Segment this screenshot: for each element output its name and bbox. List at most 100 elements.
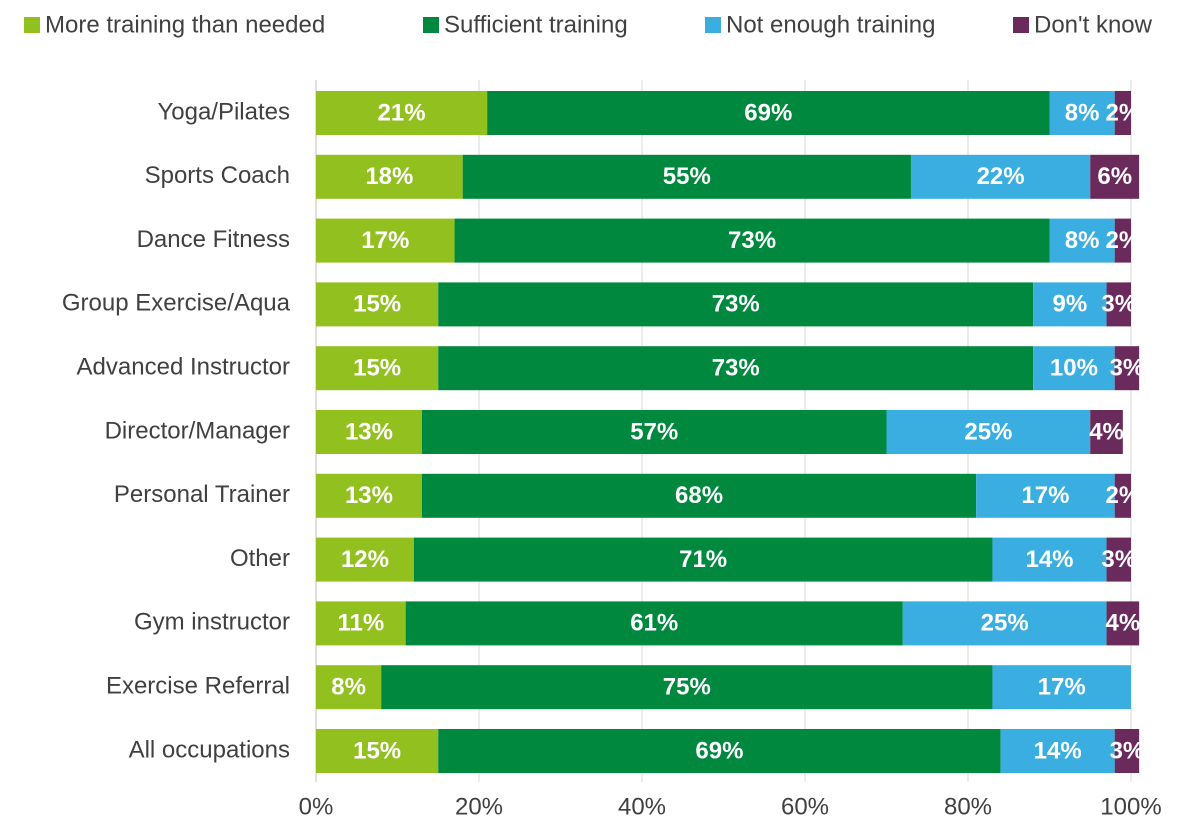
value-label: 3% <box>1101 291 1136 318</box>
y-tick-label: Sports Coach <box>145 162 290 189</box>
x-tick-label: 0% <box>299 793 334 820</box>
value-label: 4% <box>1106 610 1141 637</box>
value-label: 14% <box>1025 546 1073 573</box>
bar-segment <box>438 346 1034 391</box>
legend-label: Don't know <box>1034 11 1153 38</box>
y-tick-label: Group Exercise/Aqua <box>62 290 291 317</box>
value-label: 73% <box>712 355 760 382</box>
value-label: 55% <box>663 163 711 190</box>
bar-segment <box>438 729 1001 773</box>
x-tick-label: 80% <box>944 793 992 820</box>
bar-segment <box>316 665 382 710</box>
bar-segment <box>454 218 1050 263</box>
bar-segment <box>316 729 439 773</box>
x-tick-label: 20% <box>455 793 503 820</box>
bar-segment <box>381 665 993 710</box>
bar-segment <box>1114 729 1140 773</box>
value-label: 10% <box>1050 355 1098 382</box>
bar-segment <box>1114 346 1140 391</box>
value-label: 3% <box>1110 737 1145 764</box>
value-label: 25% <box>964 418 1012 445</box>
value-label: 2% <box>1106 99 1141 126</box>
value-label: 6% <box>1097 163 1132 190</box>
value-label: 61% <box>630 610 678 637</box>
value-label: 17% <box>1038 674 1086 701</box>
bar-segment <box>1049 218 1115 263</box>
y-tick-label: Dance Fitness <box>137 226 290 253</box>
bar-segment <box>976 473 1115 518</box>
value-label: 4% <box>1089 418 1124 445</box>
y-tick-label: Advanced Instructor <box>77 354 290 381</box>
bar-segment <box>1114 218 1131 263</box>
bar-segment <box>910 154 1091 199</box>
bar-segment <box>421 410 887 454</box>
bar-segment <box>1114 91 1131 135</box>
value-label: 21% <box>378 99 426 126</box>
y-tick-label: All occupations <box>129 736 290 763</box>
bar-segment <box>316 537 414 582</box>
bar-segment <box>1033 346 1115 391</box>
y-tick-label: Gym instructor <box>134 609 290 636</box>
bar-segment <box>902 601 1107 646</box>
bar-segment <box>1106 537 1131 582</box>
bar-segment <box>487 91 1050 135</box>
bar-segment <box>992 537 1107 582</box>
value-label: 12% <box>341 546 389 573</box>
value-label: 13% <box>345 418 393 445</box>
value-label: 75% <box>663 674 711 701</box>
value-label: 8% <box>1065 99 1100 126</box>
legend-label: Sufficient training <box>444 11 628 38</box>
bar-segment <box>1114 473 1131 518</box>
bar-segment <box>438 282 1034 327</box>
value-label: 73% <box>728 227 776 254</box>
value-label: 14% <box>1034 737 1082 764</box>
bar-segment <box>413 537 993 582</box>
bar-segment <box>1000 729 1115 773</box>
legend-swatch <box>705 17 721 33</box>
value-label: 8% <box>1065 227 1100 254</box>
value-label: 8% <box>331 674 366 701</box>
value-label: 68% <box>675 482 723 509</box>
bar-segment <box>405 601 903 646</box>
legend-label: More training than needed <box>45 11 325 38</box>
value-label: 15% <box>353 291 401 318</box>
bar-segment <box>316 218 455 263</box>
value-label: 2% <box>1106 227 1141 254</box>
value-label: 71% <box>679 546 727 573</box>
legend-swatch <box>24 17 40 33</box>
value-label: 17% <box>1021 482 1069 509</box>
bar-segment <box>316 91 488 135</box>
value-label: 18% <box>365 163 413 190</box>
value-label: 15% <box>353 355 401 382</box>
bar-segment <box>1106 601 1140 646</box>
value-label: 69% <box>744 99 792 126</box>
value-label: 13% <box>345 482 393 509</box>
value-label: 2% <box>1106 482 1141 509</box>
value-label: 25% <box>981 610 1029 637</box>
bar-segment <box>316 154 463 199</box>
bar-segment <box>1090 154 1140 199</box>
bar-segment <box>886 410 1091 454</box>
y-tick-label: Other <box>230 545 290 572</box>
bar-segment <box>462 154 911 199</box>
bar-segment <box>421 473 977 518</box>
value-label: 57% <box>630 418 678 445</box>
legend-label: Not enough training <box>726 11 935 38</box>
value-label: 73% <box>712 291 760 318</box>
bar-segment <box>316 601 406 646</box>
value-label: 17% <box>361 227 409 254</box>
y-tick-label: Director/Manager <box>105 417 290 444</box>
y-tick-label: Exercise Referral <box>106 673 290 700</box>
bar-segment <box>1049 91 1115 135</box>
value-label: 15% <box>353 737 401 764</box>
y-tick-label: Yoga/Pilates <box>157 98 290 125</box>
value-label: 3% <box>1101 546 1136 573</box>
bar-segment <box>1033 282 1107 327</box>
legend-swatch <box>423 17 439 33</box>
bar-segment <box>1106 282 1131 327</box>
bar-segment <box>316 282 439 327</box>
x-tick-label: 100% <box>1100 793 1161 820</box>
x-tick-label: 60% <box>781 793 829 820</box>
value-label: 11% <box>337 610 384 637</box>
